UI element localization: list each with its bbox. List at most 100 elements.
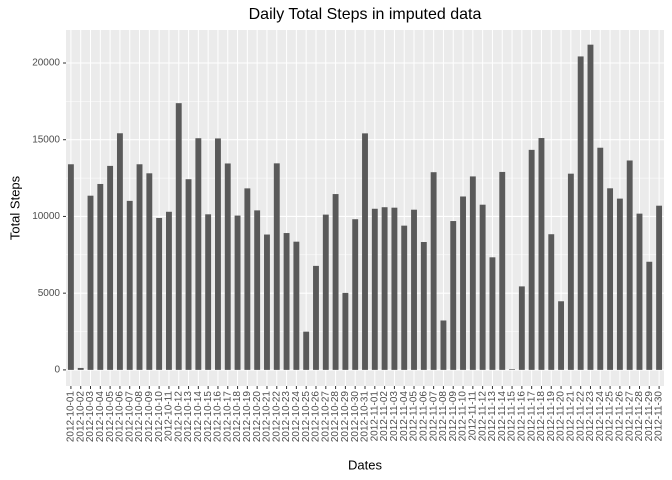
x-tick-label: 2012-11-04 <box>399 391 410 442</box>
x-tick-label: 2012-10-23 <box>281 391 292 443</box>
bar <box>450 221 457 370</box>
bar <box>116 133 123 370</box>
x-tick-label: 2012-10-17 <box>222 391 233 443</box>
bar <box>215 138 221 370</box>
bar <box>165 211 172 370</box>
x-tick-label: 2012-10-04 <box>95 391 106 443</box>
bar <box>97 183 104 370</box>
y-tick-label: 0 <box>54 365 60 376</box>
x-tick-label: 2012-10-16 <box>213 391 224 443</box>
bar <box>156 217 163 370</box>
bar <box>234 215 241 370</box>
bar <box>577 56 584 370</box>
bar <box>489 257 496 370</box>
bar <box>646 261 653 370</box>
bar <box>479 204 486 370</box>
x-tick-label: 2012-10-15 <box>203 391 214 443</box>
x-tick-label: 2012-11-30 <box>654 391 665 442</box>
x-tick-label: 2012-10-19 <box>242 391 253 443</box>
bar <box>430 172 437 370</box>
x-tick-label: 2012-11-08 <box>438 391 449 442</box>
x-axis-label: Dates <box>348 457 382 472</box>
x-tick-label: 2012-10-25 <box>301 391 312 443</box>
bar <box>469 176 476 370</box>
x-tick-label: 2012-11-27 <box>624 391 635 442</box>
x-tick-label: 2012-10-12 <box>173 391 184 443</box>
x-tick-label: 2012-11-16 <box>516 391 527 442</box>
x-tick-label: 2012-11-19 <box>546 391 557 442</box>
bar <box>303 331 310 370</box>
x-tick-label: 2012-11-28 <box>634 391 645 442</box>
x-tick-label: 2012-11-22 <box>575 391 586 442</box>
bar <box>440 320 447 370</box>
x-tick-label: 2012-10-31 <box>360 391 371 443</box>
x-tick-label: 2012-11-06 <box>418 391 429 442</box>
x-tick-label: 2012-10-06 <box>115 391 126 443</box>
x-tick-label: 2012-11-21 <box>566 391 577 442</box>
bar <box>381 207 388 370</box>
x-tick-label: 2012-11-25 <box>605 391 616 442</box>
bar <box>67 164 74 370</box>
x-tick-label: 2012-11-05 <box>409 391 420 442</box>
bar <box>411 209 417 370</box>
x-tick-label: 2012-10-08 <box>134 391 145 443</box>
x-tick-label: 2012-11-02 <box>379 391 390 442</box>
x-tick-label: 2012-10-13 <box>183 391 194 443</box>
x-tick-label: 2012-11-03 <box>389 391 400 442</box>
bar <box>607 188 614 370</box>
x-tick-label: 2012-10-21 <box>262 391 273 443</box>
bar <box>322 214 329 370</box>
bar <box>224 163 231 370</box>
x-tick-label: 2012-10-26 <box>311 391 322 443</box>
x-tick-label: 2012-10-20 <box>252 391 263 443</box>
bar <box>313 265 319 370</box>
x-tick-label: 2012-11-09 <box>448 391 459 442</box>
bar <box>87 195 94 370</box>
x-tick-label: 2012-11-14 <box>497 391 508 442</box>
x-tick-label: 2012-11-12 <box>477 391 488 442</box>
bar <box>460 196 466 370</box>
x-tick-label: 2012-10-24 <box>291 391 302 443</box>
bar <box>538 138 545 370</box>
bar <box>401 225 408 370</box>
bar <box>136 164 143 370</box>
bar <box>107 165 114 370</box>
bar <box>244 188 251 370</box>
y-tick-label: 20000 <box>32 58 60 69</box>
x-tick-label: 2012-11-13 <box>487 391 498 442</box>
bar <box>626 160 633 370</box>
x-tick-label: 2012-11-10 <box>458 391 469 442</box>
bar <box>195 138 202 370</box>
bar <box>273 163 280 370</box>
x-tick-label: 2012-10-07 <box>124 391 135 443</box>
bar <box>558 301 565 370</box>
x-tick-label: 2012-10-30 <box>350 391 361 443</box>
x-tick-label: 2012-11-15 <box>507 391 518 442</box>
x-tick-label: 2012-10-10 <box>154 391 165 443</box>
x-tick-label: 2012-10-18 <box>232 391 243 443</box>
x-tick-label: 2012-11-29 <box>644 391 655 442</box>
bar <box>146 173 153 370</box>
bar <box>587 44 594 370</box>
bar <box>528 149 535 370</box>
bar <box>548 234 555 370</box>
chart-title: Daily Total Steps in imputed data <box>249 6 482 23</box>
bar <box>420 242 427 370</box>
bar <box>616 198 623 370</box>
bar <box>175 103 182 370</box>
x-tick-label: 2012-10-29 <box>340 391 351 443</box>
x-tick-label: 2012-10-05 <box>105 391 116 443</box>
bar <box>362 133 368 370</box>
x-tick-label: 2012-10-09 <box>144 391 155 443</box>
x-tick-label: 2012-11-26 <box>615 391 626 442</box>
bar <box>205 214 212 370</box>
x-tick-label: 2012-10-11 <box>164 391 175 442</box>
x-tick-label: 2012-11-23 <box>585 391 596 442</box>
x-tick-label: 2012-11-24 <box>595 391 606 442</box>
bar <box>597 147 604 370</box>
bar <box>518 286 525 370</box>
x-tick-label: 2012-11-11 <box>467 391 478 441</box>
y-tick-label: 15000 <box>32 134 60 145</box>
bar <box>185 179 192 370</box>
bar <box>656 205 663 370</box>
